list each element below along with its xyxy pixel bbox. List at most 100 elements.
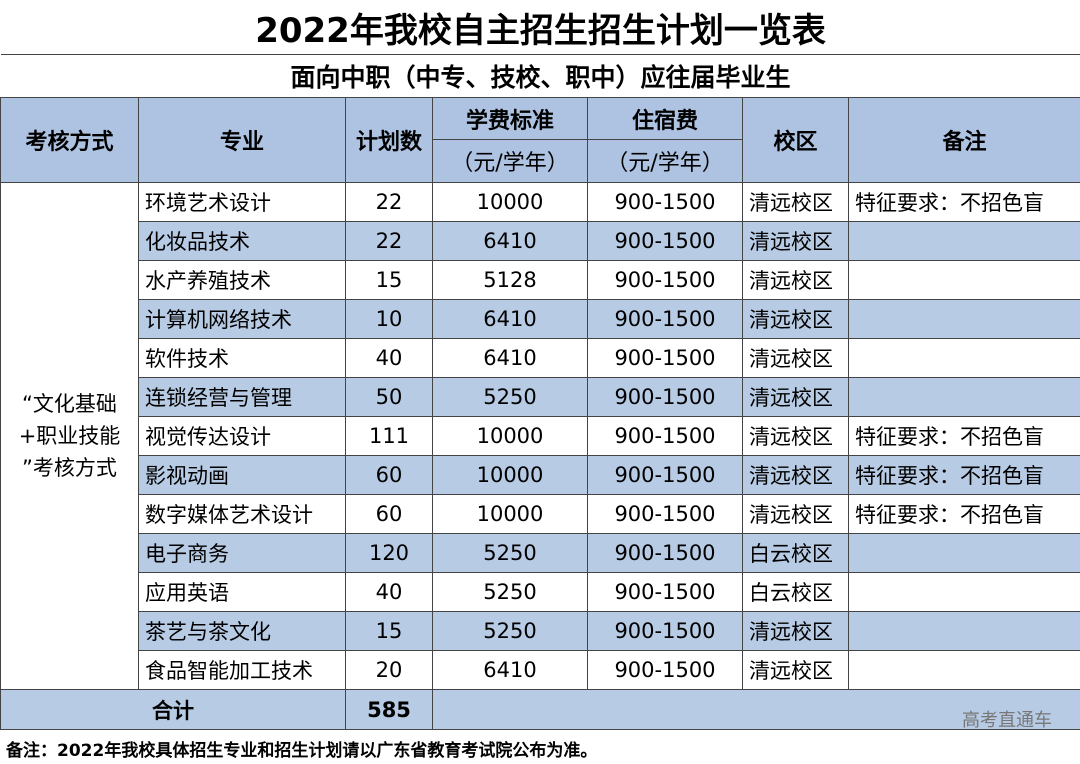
table-cell: 900-1500 [587, 221, 743, 261]
header-cell: 考核方式 [0, 97, 139, 183]
table-cell: 5250 [432, 533, 588, 573]
table-cell: 清远校区 [742, 494, 849, 534]
header-cell: 备注 [847, 97, 1080, 183]
table-cell: 白云校区 [742, 533, 849, 573]
table-row: “文化基础 +职业技能 ”考核方式 环境艺术设计 22 10000 900-1500 清远校区… [0, 182, 1080, 690]
footer: 高考直通车 备注：2022年我校具体招生专业和招生计划请以广东省教育考试院公布为… [0, 710, 1080, 764]
remark-cell: 特征要求：不招色盲 [847, 494, 1080, 534]
header-unit: （元/学年） [587, 139, 743, 183]
table-cell: 6410 [432, 338, 588, 378]
table-row: 计算机网络技术 10 6410 900-1500 清远校区 [1, 299, 1080, 339]
table-cell: 清远校区 [742, 416, 849, 456]
table-cell: 清远校区 [742, 377, 849, 417]
table-cell: 900-1500 [587, 650, 743, 690]
table-cell: 5128 [432, 260, 588, 300]
table-cell: 视觉传达设计 [138, 416, 346, 456]
table-cell: 电子商务 [138, 533, 346, 573]
table-cell: 食品智能加工技术 [138, 650, 346, 690]
header-cell: 计划数 [345, 97, 433, 183]
table-cell: 60 [345, 494, 433, 534]
table-cell: 清远校区 [742, 182, 849, 222]
title: 2022年我校自主招生招生计划一览表 [0, 0, 1080, 55]
table-row: 数字媒体艺术设计 60 10000 900-1500 清远校区 特征要求：不招色盲 [1, 494, 1080, 534]
table-row: 软件技术 40 6410 900-1500 清远校区 [1, 338, 1080, 378]
table-cell: 15 [345, 260, 433, 300]
table-cell: 清远校区 [742, 221, 849, 261]
table-cell: 茶艺与茶文化 [138, 611, 346, 651]
table-cell: 清远校区 [742, 338, 849, 378]
table-cell: 20 [345, 650, 433, 690]
header-cell: 校区 [742, 97, 849, 183]
table-cell: 6410 [432, 221, 588, 261]
table-cell: 10000 [432, 455, 588, 495]
table-row: 影视动画 60 10000 900-1500 清远校区 特征要求：不招色盲 [1, 455, 1080, 495]
remark-cell [847, 611, 1080, 651]
remark-cell [847, 572, 1080, 612]
table-cell: 900-1500 [587, 260, 743, 300]
method-line: +职业技能 [18, 424, 121, 448]
table-row: 连锁经营与管理 50 5250 900-1500 清远校区 [1, 377, 1080, 417]
remark-cell: 特征要求：不招色盲 [847, 455, 1080, 495]
header-cell: 学费标准 [432, 97, 588, 140]
table-cell: 白云校区 [742, 572, 849, 612]
table-cell: 数字媒体艺术设计 [138, 494, 346, 534]
table-cell: 10000 [432, 182, 588, 222]
table-cell: 900-1500 [587, 377, 743, 417]
table-cell: 10 [345, 299, 433, 339]
table-row: 茶艺与茶文化 15 5250 900-1500 清远校区 [1, 611, 1080, 651]
method-line: ”考核方式 [22, 456, 117, 480]
table-cell: 计算机网络技术 [138, 299, 346, 339]
total-blank [431, 689, 1080, 730]
watermark: 高考直通车 [962, 710, 1052, 731]
table-cell: 900-1500 [587, 533, 743, 573]
table-row: 化妆品技术 22 6410 900-1500 清远校区 [1, 221, 1080, 261]
remark-cell [847, 650, 1080, 690]
table-cell: 22 [345, 182, 433, 222]
table-cell: 6410 [432, 299, 588, 339]
remark-cell: 特征要求：不招色盲 [847, 416, 1080, 456]
remark-cell [847, 221, 1080, 261]
remark-cell [847, 377, 1080, 417]
table-cell: 5250 [432, 572, 588, 612]
table-cell: 连锁经营与管理 [138, 377, 346, 417]
method-cell: “文化基础 +职业技能 ”考核方式 [0, 182, 139, 690]
remark-cell [847, 338, 1080, 378]
table-cell: 5250 [432, 377, 588, 417]
subtitle: 面向中职（中专、技校、职中）应往届毕业生 [0, 54, 1080, 98]
header-unit: （元/学年） [432, 139, 588, 183]
remark-cell [847, 260, 1080, 300]
remark-cell [847, 299, 1080, 339]
table-cell: 软件技术 [138, 338, 346, 378]
table-cell: 40 [345, 572, 433, 612]
table-cell: 清远校区 [742, 260, 849, 300]
plan-table: 2022年我校自主招生招生计划一览表 面向中职（中专、技校、职中）应往届毕业生 … [0, 0, 1080, 730]
table-cell: 5250 [432, 611, 588, 651]
note: 备注：2022年我校具体招生专业和招生计划请以广东省教育考试院公布为准。 [6, 741, 598, 761]
table-cell: 900-1500 [587, 572, 743, 612]
table-cell: 10000 [432, 416, 588, 456]
table-cell: 40 [345, 338, 433, 378]
table-cell: 900-1500 [587, 416, 743, 456]
table-cell: 60 [345, 455, 433, 495]
table-cell: 应用英语 [138, 572, 346, 612]
method-line: “文化基础 [22, 392, 117, 416]
table-cell: 22 [345, 221, 433, 261]
table-cell: 900-1500 [587, 182, 743, 222]
table-cell: 清远校区 [742, 650, 849, 690]
total-row: 合计 585 [0, 689, 1080, 730]
table-cell: 影视动画 [138, 455, 346, 495]
table-row: 电子商务 120 5250 900-1500 白云校区 [1, 533, 1080, 573]
table-cell: 环境艺术设计 [138, 182, 346, 222]
table-row: 水产养殖技术 15 5128 900-1500 清远校区 [1, 260, 1080, 300]
table-cell: 900-1500 [587, 611, 743, 651]
table-cell: 6410 [432, 650, 588, 690]
remark-cell [847, 533, 1080, 573]
total-value: 585 [345, 689, 433, 730]
table-cell: 化妆品技术 [138, 221, 346, 261]
table-cell: 900-1500 [587, 494, 743, 534]
header-cell: 专业 [138, 97, 346, 183]
header-cell: 住宿费 [587, 97, 743, 140]
total-label: 合计 [0, 689, 346, 730]
table-cell: 10000 [432, 494, 588, 534]
